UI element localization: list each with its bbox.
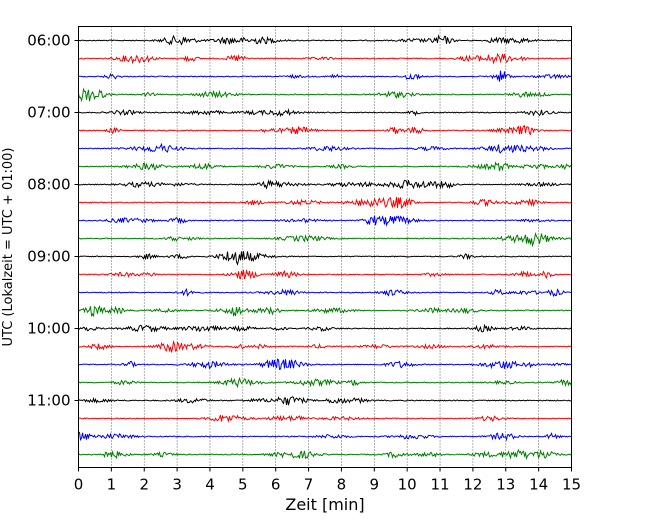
trace-line [78, 414, 572, 423]
trace-line [78, 70, 572, 82]
x-tick-label: 0 [74, 476, 84, 494]
y-tick-label: 06:00 [27, 32, 70, 50]
trace-line [78, 196, 572, 210]
x-tick-label: 15 [562, 476, 581, 494]
x-tick-label: 4 [205, 476, 215, 494]
trace-line [78, 142, 572, 154]
y-tick-label: 07:00 [27, 104, 70, 122]
x-tick-label: 13 [496, 476, 515, 494]
x-tick-label: 6 [271, 476, 281, 494]
x-tick-label: 8 [337, 476, 347, 494]
x-tick-label: 9 [370, 476, 380, 494]
x-tick-label: 7 [304, 476, 314, 494]
y-tick-label: 09:00 [27, 248, 70, 266]
x-tick-label: 3 [172, 476, 182, 494]
trace-line [78, 231, 572, 248]
trace-line [78, 179, 572, 190]
trace-line [78, 34, 572, 46]
trace-line [78, 87, 572, 103]
trace-line [78, 52, 572, 65]
trace-line [78, 323, 572, 333]
trace-line [78, 339, 572, 353]
trace-line [78, 287, 572, 298]
trace-line [78, 269, 572, 280]
y-axis: 06:00 07:00 08:00 09:00 10:00 11:00 [27, 32, 79, 410]
x-tick-label: 12 [463, 476, 482, 494]
trace-line [78, 448, 572, 460]
trace-line [78, 396, 572, 406]
x-tick-label: 11 [430, 476, 449, 494]
x-tick-label: 1 [107, 476, 117, 494]
x-axis-label: Zeit [min] [285, 495, 364, 514]
x-tick-label: 2 [139, 476, 149, 494]
trace-line [78, 107, 572, 118]
trace-line [78, 125, 572, 136]
trace-line [78, 431, 572, 442]
plot-frame [78, 26, 572, 468]
y-tick-label: 11:00 [27, 392, 70, 410]
y-tick-label: 08:00 [27, 176, 70, 194]
trace-line [78, 376, 572, 389]
x-tick-label: 14 [529, 476, 548, 494]
trace-line [78, 215, 572, 227]
seismogram-traces [78, 34, 572, 460]
x-tick-label: 5 [238, 476, 248, 494]
trace-line [78, 161, 572, 172]
x-axis: 0 1 2 3 4 5 6 7 8 9 10 11 12 13 14 15 [74, 467, 581, 494]
trace-line [78, 304, 572, 318]
y-tick-label: 10:00 [27, 320, 70, 338]
y-axis-label: UTC (Lokalzeit = UTC + 01:00) [1, 148, 16, 347]
trace-line [78, 358, 572, 371]
trace-line [78, 251, 572, 266]
x-tick-label: 10 [398, 476, 417, 494]
